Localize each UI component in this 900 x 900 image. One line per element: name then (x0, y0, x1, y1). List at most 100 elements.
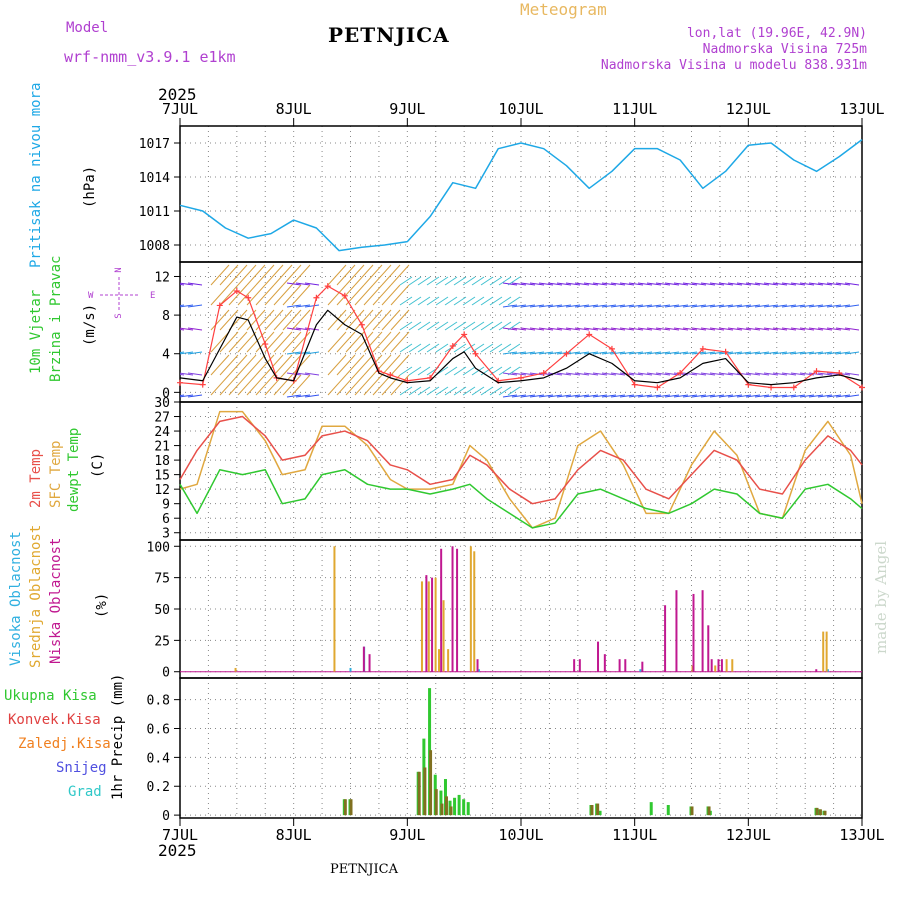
date-label-top: 9JUL (389, 100, 425, 118)
wind-arrow (646, 372, 662, 376)
wind-arrow (408, 296, 422, 306)
y-tick-label: 0.4 (147, 751, 171, 766)
low-cloud-bar (362, 646, 365, 672)
conv-rain-bar (440, 803, 444, 816)
wind-arrow (381, 354, 401, 376)
wind-arrow (180, 373, 185, 376)
meteogram-title: Meteogram (520, 0, 607, 19)
low-cloud-bar (440, 548, 443, 672)
y-tick-label: 0.2 (147, 780, 170, 795)
wind-arrow (363, 354, 383, 376)
wind-arrow (264, 284, 284, 306)
wind-arrow (691, 304, 707, 308)
wind-arrow (507, 386, 521, 396)
wind-arrow (619, 394, 635, 398)
wind-arrow (435, 296, 449, 306)
wind-arrow (210, 284, 230, 306)
y-tick-label: 12 (154, 270, 170, 285)
wind-arrow (453, 386, 467, 396)
wind-arrow (700, 351, 716, 355)
wind-arrow (601, 304, 617, 308)
wind-arrow (673, 327, 689, 331)
wind-arrow (781, 282, 797, 286)
wind-arrow (547, 304, 563, 308)
low-cloud-bar (710, 659, 713, 672)
wind-arrow (304, 372, 320, 376)
wind-arrow (399, 343, 413, 353)
wind-arrow (345, 264, 365, 286)
wind-arrow (844, 351, 860, 355)
wind-arrow (835, 351, 851, 355)
model-name: wrf-nmm_v3.9.1 e1km (64, 48, 236, 66)
wind-arrow (246, 354, 266, 376)
wind-arrow (781, 327, 797, 331)
wind-arrow (646, 282, 662, 286)
wind-arrow (817, 351, 833, 355)
date-label-bottom: 8JUL (276, 826, 312, 844)
y-tick-label: 0.8 (147, 694, 170, 709)
wind-arrow (556, 372, 572, 376)
wind-arrow (817, 327, 833, 331)
wind-arrow (498, 276, 512, 286)
wind-arrow (826, 282, 842, 286)
date-label-bottom: 13JUL (839, 826, 884, 844)
mid-cloud-bar (731, 659, 734, 672)
year-label-bottom: 2025 (158, 841, 197, 860)
wind-arrow (673, 351, 689, 355)
wind-arrow (574, 394, 590, 398)
y-tick-label: 21 (154, 440, 170, 455)
elevation-label: Nadmorska Visina 725m (702, 42, 867, 57)
gust-marker (233, 287, 240, 294)
wind-arrow (264, 264, 284, 286)
wind-arrow (273, 374, 293, 396)
wind-arrow (228, 374, 248, 396)
y-tick-label: 0 (162, 666, 170, 681)
conv-rain-bar (417, 771, 421, 816)
date-label-top: 12JUL (726, 100, 771, 118)
mid-cloud-bar (725, 659, 728, 672)
wind-arrow (538, 394, 554, 398)
wind-arrow (835, 327, 851, 331)
wind-arrow (655, 327, 671, 331)
wind-arrow (444, 366, 458, 376)
wind-arrow (498, 296, 512, 306)
wind-arrow (273, 331, 293, 353)
y-tick-label: 8 (162, 309, 170, 324)
y-tick-label: 0 (162, 809, 170, 824)
wind-arrow (295, 394, 311, 398)
gust-marker (722, 348, 729, 355)
date-label-top: 10JUL (498, 100, 543, 118)
wind-arrow (336, 354, 356, 376)
low-cloud-bar (717, 659, 720, 672)
date-label-bottom: 11JUL (612, 826, 657, 844)
low-cloud-bar (815, 669, 818, 672)
wind-arrow (286, 372, 302, 376)
wind-arrow (682, 372, 698, 376)
wind-arrow (808, 282, 824, 286)
wind-arrow (237, 354, 257, 376)
high-cloud-bar (826, 669, 829, 672)
wind-arrow (354, 331, 374, 353)
wind-arrow (304, 327, 320, 331)
high-cloud-bar (639, 669, 642, 672)
wind-arrow (538, 304, 554, 308)
wind-arrow (844, 394, 860, 398)
compass-w: W (88, 291, 94, 301)
wind-arrow (709, 372, 725, 376)
gust-marker (790, 384, 797, 391)
low-cloud-bar (701, 590, 704, 672)
wind-arrow (583, 304, 599, 308)
wind-arrow (180, 351, 194, 355)
gust-marker (313, 294, 320, 301)
wind-arrow (381, 331, 401, 353)
conv-rain-bar (349, 799, 353, 816)
gust-marker (199, 381, 206, 388)
wind-arrow (264, 309, 284, 331)
wind-arrow (592, 304, 608, 308)
wind-arrow (763, 282, 779, 286)
wind-arrow (354, 309, 374, 331)
gust-marker (813, 368, 820, 375)
wind-arrow (574, 327, 590, 331)
wind-arrow (295, 304, 311, 308)
